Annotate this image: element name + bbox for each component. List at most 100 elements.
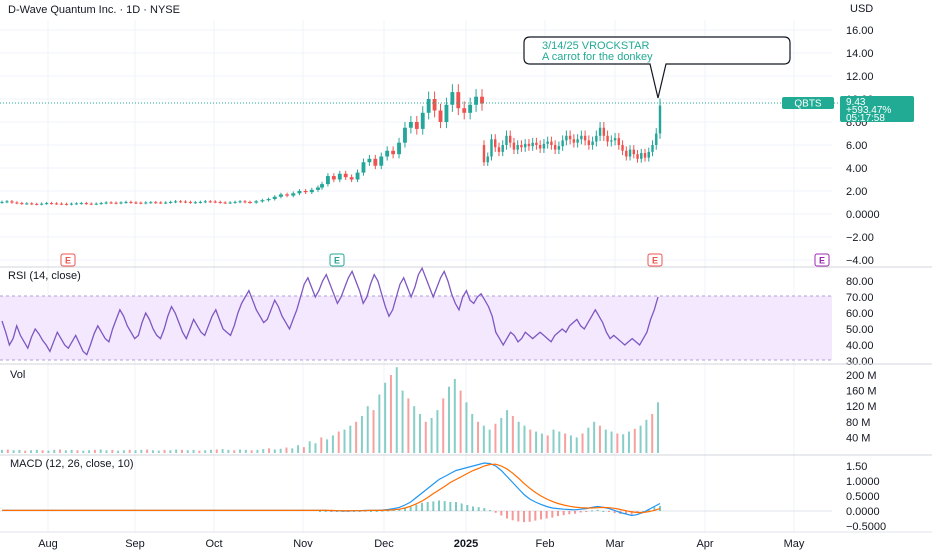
candle-body (456, 92, 461, 109)
earnings-badge-2-box (329, 253, 345, 267)
volume-tick-label: 80 M (846, 417, 870, 429)
volume-tick-label: 40 M (846, 432, 870, 444)
candle-body (40, 203, 44, 205)
earnings-badge-4[interactable]: E (814, 253, 830, 267)
macd-histogram-bar (642, 511, 644, 512)
time-tick-label: Oct (205, 538, 222, 550)
volume-bar (523, 425, 526, 453)
volume-bar (146, 449, 149, 453)
volume-bar (12, 450, 15, 453)
candle-body (114, 202, 118, 204)
volume-bar (616, 433, 619, 453)
volume-bar (482, 425, 485, 453)
candle-body (587, 140, 591, 145)
rsi-line (1, 266, 659, 356)
candle-body (129, 201, 133, 203)
candle-body (462, 108, 467, 113)
last-price-value: 9.43 (846, 97, 866, 108)
candle-body (45, 203, 49, 205)
candle-body (278, 194, 283, 197)
macd-histogram-bar (540, 511, 542, 520)
candle-body (193, 202, 198, 204)
volume-bar (140, 449, 143, 453)
annotation-callout[interactable]: 3/14/25 VROCKSTAR A carrot for the donke… (523, 36, 791, 99)
volume-bar (99, 449, 102, 453)
volume-bar (262, 449, 265, 453)
candle-body (291, 193, 296, 196)
earnings-badge-3[interactable]: E (647, 253, 663, 267)
candle-body (505, 135, 508, 145)
symbol-tag (782, 97, 834, 109)
rsi-axis: 80.00 70.00 60.00 50.00 40.00 30.00 (846, 276, 874, 368)
candle-body (119, 202, 123, 204)
candle-body (632, 149, 636, 155)
macd-histogram-bar (591, 510, 593, 512)
volume-bar (6, 449, 9, 453)
macd-histogram-bar (534, 511, 537, 521)
macd-histogram-bar (551, 511, 554, 518)
candle-body (74, 203, 78, 205)
time-tick-label: Sep (125, 538, 145, 550)
candle-body (20, 203, 24, 205)
candle-body (198, 201, 202, 203)
volume-bar (209, 449, 212, 453)
volume-bar (30, 450, 33, 453)
earnings-badge-2-label: E (334, 256, 340, 266)
volume-bar (175, 449, 178, 453)
candle-body (30, 203, 34, 205)
candle-body (134, 202, 138, 204)
macd-histogram-bar (370, 511, 372, 512)
earnings-badge-2[interactable]: E (329, 253, 345, 267)
macd-histogram-bar (477, 507, 480, 511)
signal-line (2, 463, 661, 514)
candle-body (5, 201, 9, 203)
volume-bar (326, 439, 329, 453)
candle-body (580, 135, 583, 140)
macd-histogram-bar (421, 502, 423, 511)
chart-title: D-Wave Quantum Inc. · 1D · NYSE (8, 4, 180, 16)
macd-tick-label: 1.50 (846, 461, 867, 473)
rsi-tick-label: 50.00 (846, 324, 874, 336)
volume-bar (355, 421, 358, 453)
volume-bar (285, 447, 288, 453)
volume-bar (395, 367, 398, 453)
volume-bar (268, 448, 271, 453)
candle-body (285, 194, 290, 196)
time-tick-label: 2025 (454, 538, 478, 550)
macd-histogram-bar (426, 502, 429, 511)
candle-body (173, 201, 178, 203)
candle-body (104, 202, 108, 204)
volume-bar (291, 448, 294, 453)
volume-bar (256, 449, 259, 453)
volume-bar (18, 449, 21, 453)
earnings-badge-1-label: E (65, 256, 71, 266)
macd-histogram-bar (460, 503, 463, 511)
symbol-tag-text: QBTS (794, 99, 822, 110)
macd-histogram-bar (494, 511, 497, 513)
volume-bar (111, 449, 114, 453)
candle-body (69, 203, 74, 205)
candle-body (109, 202, 113, 204)
macd-tick-label: 0.5000 (846, 491, 880, 503)
candle-body (432, 99, 437, 111)
price-tick-label: 6.00 (846, 140, 867, 152)
candle-body (628, 149, 632, 157)
candle-body (164, 202, 168, 204)
last-price-change: +593.47% (846, 105, 891, 116)
candle-body (379, 156, 384, 166)
candle-body (315, 187, 321, 190)
earnings-badge-1[interactable]: E (60, 253, 76, 267)
macd-histogram-bar (574, 511, 576, 514)
time-tick-label: Dec (374, 538, 394, 550)
candle-body (337, 173, 342, 180)
time-axis[interactable]: Aug Sep Oct Nov Dec 2025 Feb Mar Apr May (38, 538, 805, 550)
volume-bar (459, 390, 462, 453)
candle-body (542, 143, 546, 149)
volume-bar (1, 449, 3, 453)
volume-bar (581, 433, 584, 453)
volume-bar (320, 437, 323, 453)
currency-label[interactable]: USD (850, 3, 873, 15)
volume-bar (645, 419, 648, 453)
volume-bar (93, 449, 96, 453)
candle-body (183, 201, 188, 203)
